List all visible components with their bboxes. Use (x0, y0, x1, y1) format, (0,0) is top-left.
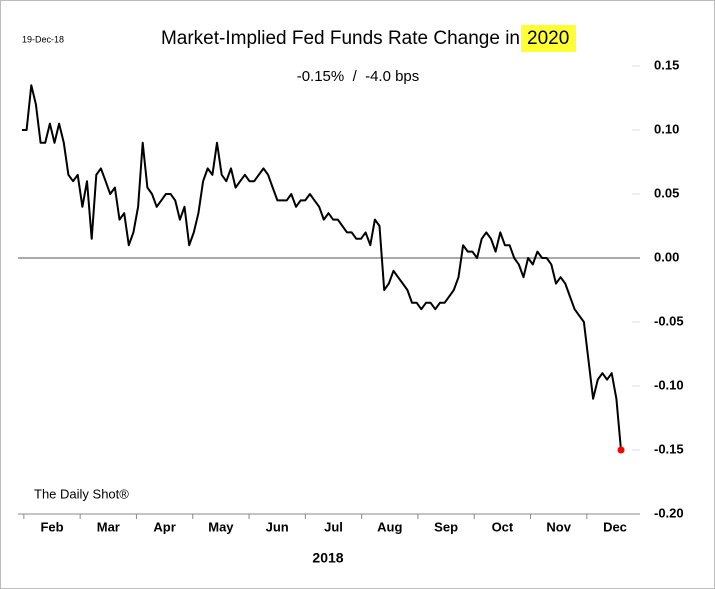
x-tick-label: Mar (97, 519, 120, 534)
y-tick-label: -0.20 (654, 505, 684, 520)
x-tick-label: Oct (492, 519, 514, 534)
x-tick-label: Jul (324, 519, 343, 534)
title-highlight-bg (521, 25, 576, 52)
x-tick-label: May (208, 519, 234, 534)
x-tick-label: Sep (434, 519, 458, 534)
x-tick-label: Aug (377, 519, 402, 534)
subtitle: -0.15% / -4.0 bps (297, 68, 420, 85)
y-tick-label: 0.05 (654, 185, 679, 200)
y-tick-label: 0.15 (654, 57, 679, 72)
x-axis-label: 2018 (312, 550, 343, 566)
end-marker (617, 446, 625, 454)
y-tick-label: 0.10 (654, 121, 679, 136)
chart-title: Market-Implied Fed Funds Rate Change in (161, 28, 520, 49)
x-tick-label: Feb (40, 519, 63, 534)
x-tick-label: Apr (153, 519, 175, 534)
x-tick-label: Jun (266, 519, 289, 534)
y-tick-label: -0.05 (654, 313, 684, 328)
date-stamp: 19-Dec-18 (22, 34, 64, 44)
chart-title-highlight: 2020 (527, 28, 569, 49)
source: The Daily Shot® (34, 486, 129, 501)
x-tick-label: Dec (603, 519, 627, 534)
y-tick-label: 0.00 (654, 249, 679, 264)
x-tick-label: Nov (546, 519, 571, 534)
line-series (22, 84, 622, 451)
y-tick-label: -0.15 (654, 441, 684, 456)
y-tick-label: -0.10 (654, 377, 684, 392)
